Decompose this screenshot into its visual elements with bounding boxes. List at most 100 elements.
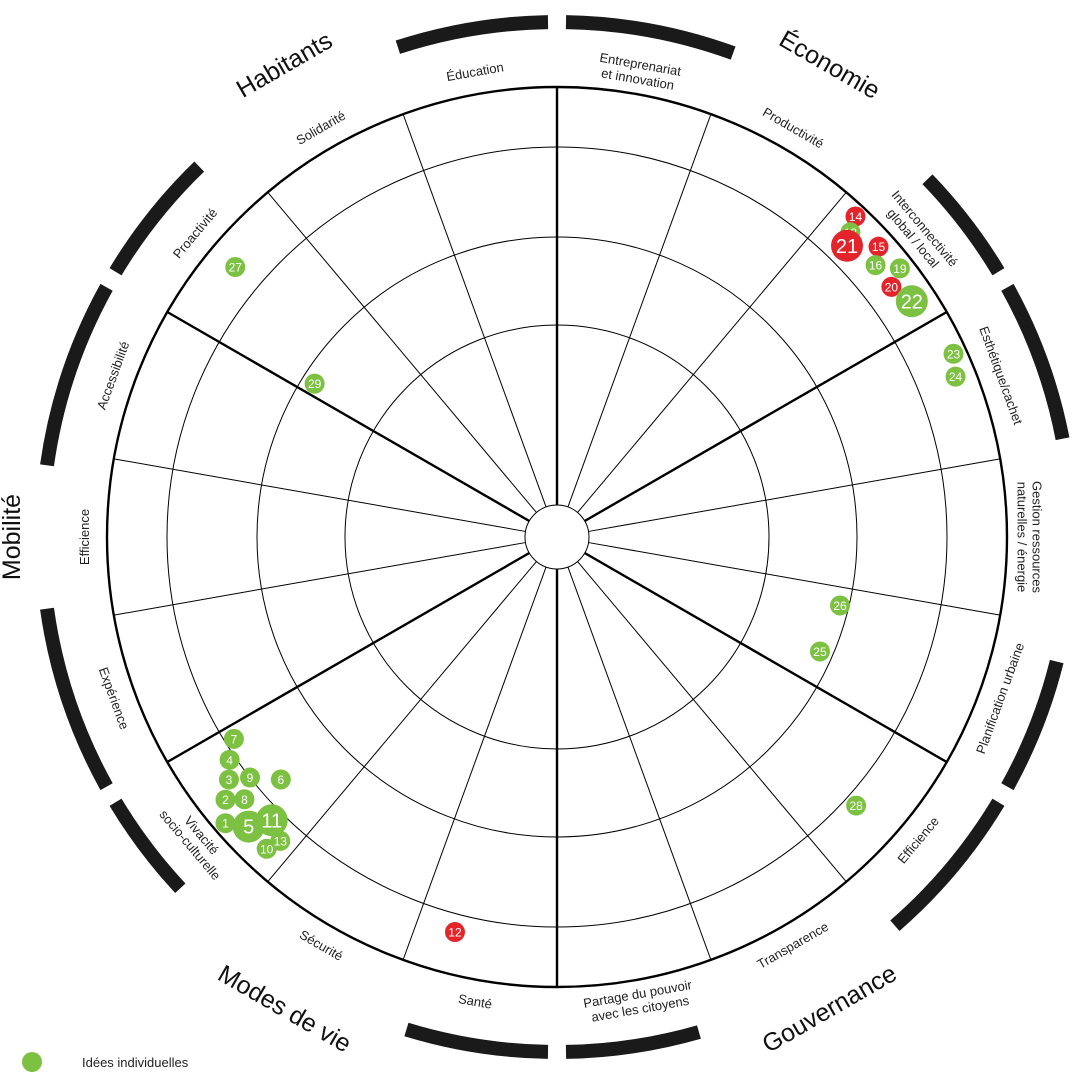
idea-bubble-circle <box>945 366 966 387</box>
sub-category-divider-line <box>577 561 847 883</box>
idea-bubble-circle <box>846 795 867 816</box>
category-arc <box>1001 283 1070 441</box>
idea-bubble-circle <box>215 813 236 834</box>
idea-bubble-green: 16 <box>865 255 886 276</box>
legend-individual-swatch <box>22 1052 42 1072</box>
idea-bubble-circle <box>889 258 910 279</box>
category-arc <box>922 174 1005 276</box>
idea-bubble-circle <box>240 767 261 788</box>
idea-bubble-green: 26 <box>830 595 851 616</box>
idea-number: 19 <box>893 262 907 276</box>
idea-number: 14 <box>849 210 863 224</box>
idea-number: 21 <box>836 236 858 258</box>
idea-bubble-circle <box>270 769 291 790</box>
wheel-grid <box>105 85 1009 989</box>
sub-category-label-line: Esthétique/cachet <box>976 324 1026 427</box>
sub-category-label-line: Expérience <box>96 665 132 731</box>
idea-number: 24 <box>949 370 963 384</box>
category-arc <box>109 798 186 894</box>
idea-number: 9 <box>247 771 254 785</box>
idea-bubble-circle <box>895 285 928 318</box>
idea-bubble-circle <box>215 789 236 810</box>
sub-category-divider-line <box>577 191 847 513</box>
sub-category-label: Gestion ressourcesnaturelles / énergie <box>1015 481 1045 593</box>
idea-number: 28 <box>849 799 863 813</box>
category-label: Gouvernance <box>758 959 902 1058</box>
idea-number: 2 <box>222 793 229 807</box>
idea-bubble-circle <box>444 922 465 943</box>
category-divider-line <box>584 310 948 523</box>
idea-bubble-circle <box>831 229 864 262</box>
idea-bubble-circle <box>223 728 244 749</box>
category-arc <box>395 15 549 54</box>
category-arc <box>109 161 205 276</box>
idea-bubble-red: 12 <box>444 922 465 943</box>
sub-category-label-line: Accessibilité <box>94 339 133 411</box>
idea-number: 26 <box>833 599 847 613</box>
sub-category-divider-line <box>588 458 1001 532</box>
idea-number: 27 <box>229 261 243 275</box>
idea-bubble-green: 29 <box>304 373 325 394</box>
idea-bubble-green: 2 <box>215 789 236 810</box>
idea-bubble-green: 28 <box>846 795 867 816</box>
wheel-ring <box>344 324 770 750</box>
category-divider-line <box>584 551 948 764</box>
category-arc <box>40 283 113 467</box>
idea-bubble-green: 1 <box>215 813 236 834</box>
idea-number: 5 <box>243 817 254 839</box>
idea-bubble-circle <box>255 804 288 837</box>
idea-bubble-circle <box>218 769 239 790</box>
idea-number: 10 <box>260 842 274 856</box>
idea-bubble-green: 9 <box>240 767 261 788</box>
idea-bubble-circle <box>865 255 886 276</box>
sub-category-label: Entreprenariatet innovation <box>596 50 683 94</box>
idea-number: 12 <box>448 926 462 940</box>
sub-category-label-line: naturelles / énergie <box>1015 482 1030 593</box>
sub-category-label-line: Santé <box>457 991 493 1012</box>
idea-number: 1 <box>222 817 229 831</box>
sub-category-label-line: Productivité <box>760 104 826 151</box>
sub-category-divider-line <box>113 542 526 616</box>
idea-bubble-red: 21 <box>831 229 864 262</box>
sub-category-label: Proactivité <box>170 205 221 261</box>
idea-bubble-circle <box>225 257 246 278</box>
sub-category-label: Éducation <box>445 59 505 84</box>
wheel-ring <box>256 236 858 838</box>
category-label: Modes de vie <box>213 960 356 1059</box>
idea-bubble-green: 19 <box>889 258 910 279</box>
sub-category-divider-line <box>567 113 712 508</box>
sub-category-label-line: Proactivité <box>170 205 221 261</box>
idea-bubble-circle <box>943 343 964 364</box>
idea-number: 29 <box>308 377 322 391</box>
sub-category-label: Expérience <box>96 665 132 731</box>
sub-category-divider-line <box>402 113 547 508</box>
idea-number: 4 <box>226 753 233 767</box>
idea-bubble-green: 8 <box>234 789 255 810</box>
idea-bubble-green: 7 <box>223 728 244 749</box>
sub-category-label: Productivité <box>760 104 826 151</box>
sub-category-label-line: Efficience <box>77 509 92 565</box>
idea-bubble-circle <box>219 749 240 770</box>
idea-bubble-green: 24 <box>945 366 966 387</box>
category-arc <box>565 15 736 60</box>
category-arc <box>1001 659 1064 791</box>
sub-category-divider-line <box>567 566 712 961</box>
sub-category-divider-line <box>402 566 547 961</box>
category-label: Mobilité <box>0 494 26 580</box>
sub-category-label: Santé <box>457 991 493 1012</box>
idea-number: 13 <box>274 834 288 848</box>
legend-individual-label: Idées individuelles <box>82 1054 189 1070</box>
sub-category-label: Planification urbaine <box>973 641 1027 756</box>
idea-bubble-circle <box>845 206 866 227</box>
sub-category-label: Efficience <box>894 814 942 867</box>
category-label: Économie <box>774 24 885 105</box>
idea-number: 22 <box>901 291 923 313</box>
wheel-ring <box>524 504 590 570</box>
idea-number: 23 <box>947 347 961 361</box>
sub-category-divider-line <box>113 458 526 532</box>
sub-category-label-line: Efficience <box>894 814 942 867</box>
idea-bubble-circle <box>270 830 291 851</box>
idea-number: 7 <box>231 732 238 746</box>
category-arc <box>890 798 1005 931</box>
